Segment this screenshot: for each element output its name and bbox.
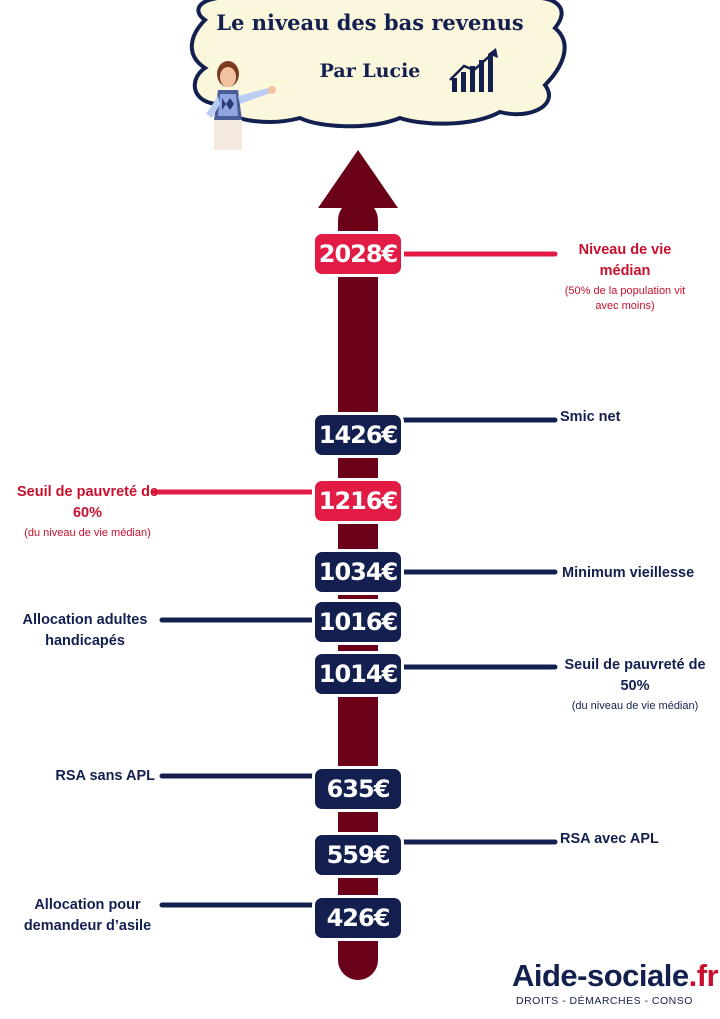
amount-label: RSA avec APL — [560, 829, 690, 850]
amount-label: Allocation pour demandeur d’asile — [10, 895, 165, 937]
amount-label-text: RSA avec APL — [560, 831, 659, 847]
brand-main: Aide-sociale — [512, 958, 689, 993]
amount-label-note: (du niveau de vie médian) — [571, 700, 699, 712]
amount-pill: 1014€ — [312, 651, 404, 697]
amount-pill: 1034€ — [312, 549, 404, 595]
amount-label: Allocation adultes handicapés — [10, 610, 160, 652]
amount-pill: 1016€ — [312, 599, 404, 645]
brand-tld: .fr — [688, 958, 719, 993]
amount-pill: 1426€ — [312, 412, 404, 458]
amount-label-text: RSA sans APL — [55, 768, 155, 784]
amount-label-text: Smic net — [560, 409, 621, 425]
amount-label-note: (50% de la population vit avec moins) — [564, 285, 686, 312]
connector-lines — [152, 251, 558, 908]
amount-label: Seuil de pauvreté de 50% (du niveau de vi… — [560, 655, 710, 714]
amount-label: Niveau de vie médian (50% de la populatio… — [560, 240, 690, 314]
presenter-illustration-icon — [206, 61, 276, 150]
growth-chart-icon — [449, 48, 498, 92]
amount-pill: 635€ — [312, 766, 404, 812]
amount-label-text: Allocation adultes handicapés — [22, 612, 148, 649]
brand-tagline: DROITS - DÉMARCHES - CONSO — [516, 995, 693, 1007]
page-subtitle: Par Lucie — [319, 60, 421, 82]
amount-label-text: Allocation pour demandeur d’asile — [23, 897, 152, 934]
amount-label-text: Seuil de pauvreté de 50% — [564, 657, 706, 694]
amount-pill: 1216€ — [312, 478, 404, 524]
amount-label: RSA sans APL — [10, 766, 155, 787]
amount-label-text: Seuil de pauvreté de 60% — [16, 484, 159, 521]
brand-logo: Aide-sociale.fr — [512, 958, 719, 994]
amount-label-text: Minimum vieillesse — [562, 565, 695, 581]
amount-label-note: (du niveau de vie médian) — [24, 527, 151, 539]
amount-label-text: Niveau de vie médian — [578, 242, 672, 279]
amount-label: Seuil de pauvreté de 60% (du niveau de vi… — [10, 482, 165, 541]
page-title: Le niveau des bas revenus — [216, 10, 524, 35]
amount-pill: 2028€ — [312, 231, 404, 277]
header-cloud — [189, 0, 567, 150]
amount-label: Smic net — [560, 407, 690, 428]
amount-pill: 559€ — [312, 832, 404, 878]
amount-label: Minimum vieillesse — [562, 563, 712, 584]
amount-pill: 426€ — [312, 895, 404, 941]
